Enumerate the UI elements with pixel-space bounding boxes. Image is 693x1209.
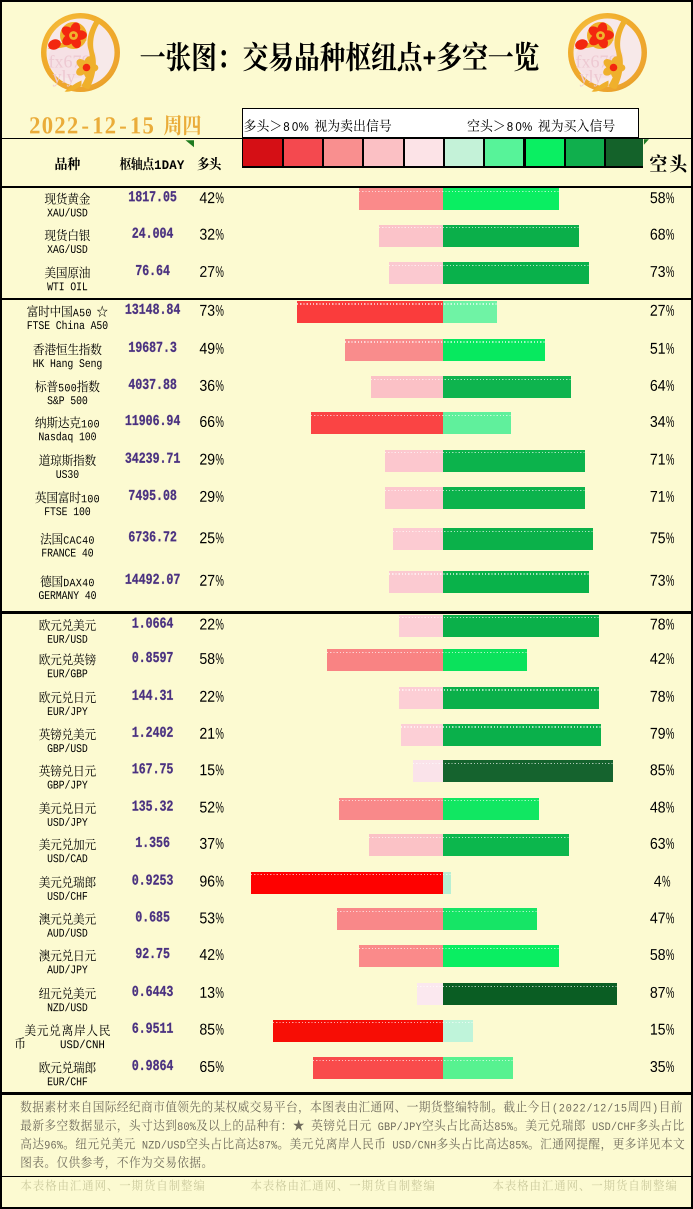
- svg-text:yly: yly: [580, 67, 603, 87]
- svg-text:yly: yly: [53, 67, 76, 87]
